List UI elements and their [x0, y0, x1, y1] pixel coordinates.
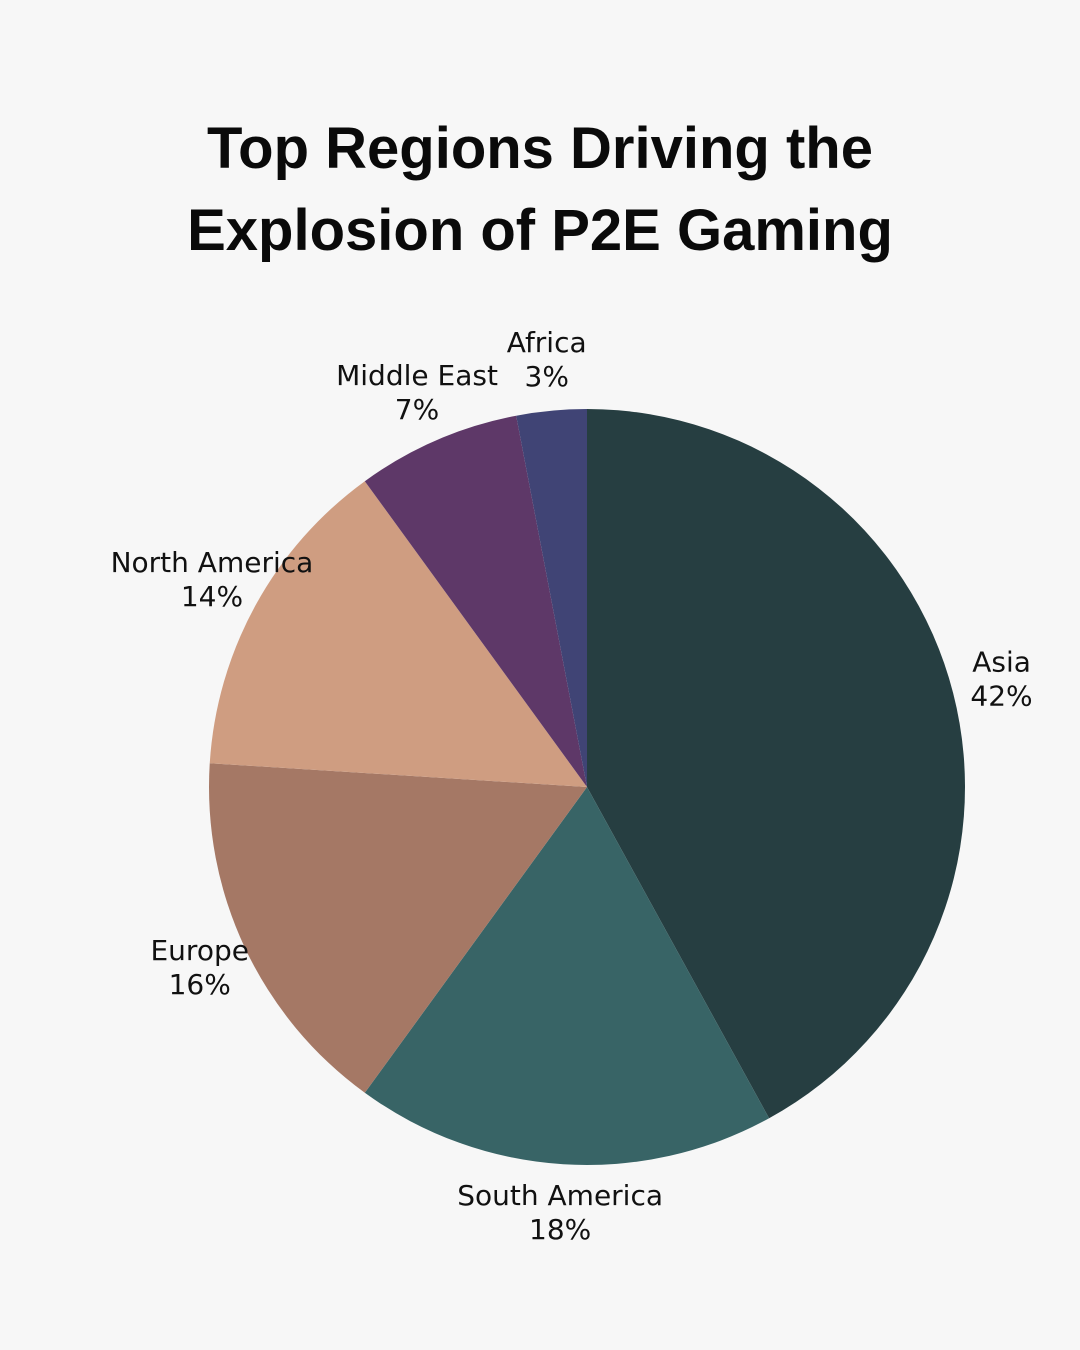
slice-label: South America [457, 1179, 663, 1212]
slice-label: North America [111, 546, 314, 579]
slice-value-label: 14% [181, 580, 243, 613]
slice-value-label: 3% [525, 360, 569, 393]
slice-label: Africa [507, 326, 587, 359]
slice-value-label: 7% [395, 393, 439, 426]
chart-title: Top Regions Driving the Explosion of P2E… [187, 116, 893, 263]
pie-slice [208, 763, 587, 1093]
pie-slice [587, 409, 965, 1119]
slice-value-label: 18% [529, 1213, 591, 1246]
slice-label: Europe [150, 934, 248, 967]
slice-value-label: 42% [970, 680, 1032, 713]
pie-slice [209, 481, 587, 787]
slice-value-label: 16% [169, 968, 231, 1001]
slice-label: Asia [972, 646, 1031, 679]
pie-slice [364, 415, 587, 787]
pie-slice [364, 787, 770, 1165]
slice-label: Middle East [336, 359, 498, 392]
pie-slice [516, 409, 587, 787]
